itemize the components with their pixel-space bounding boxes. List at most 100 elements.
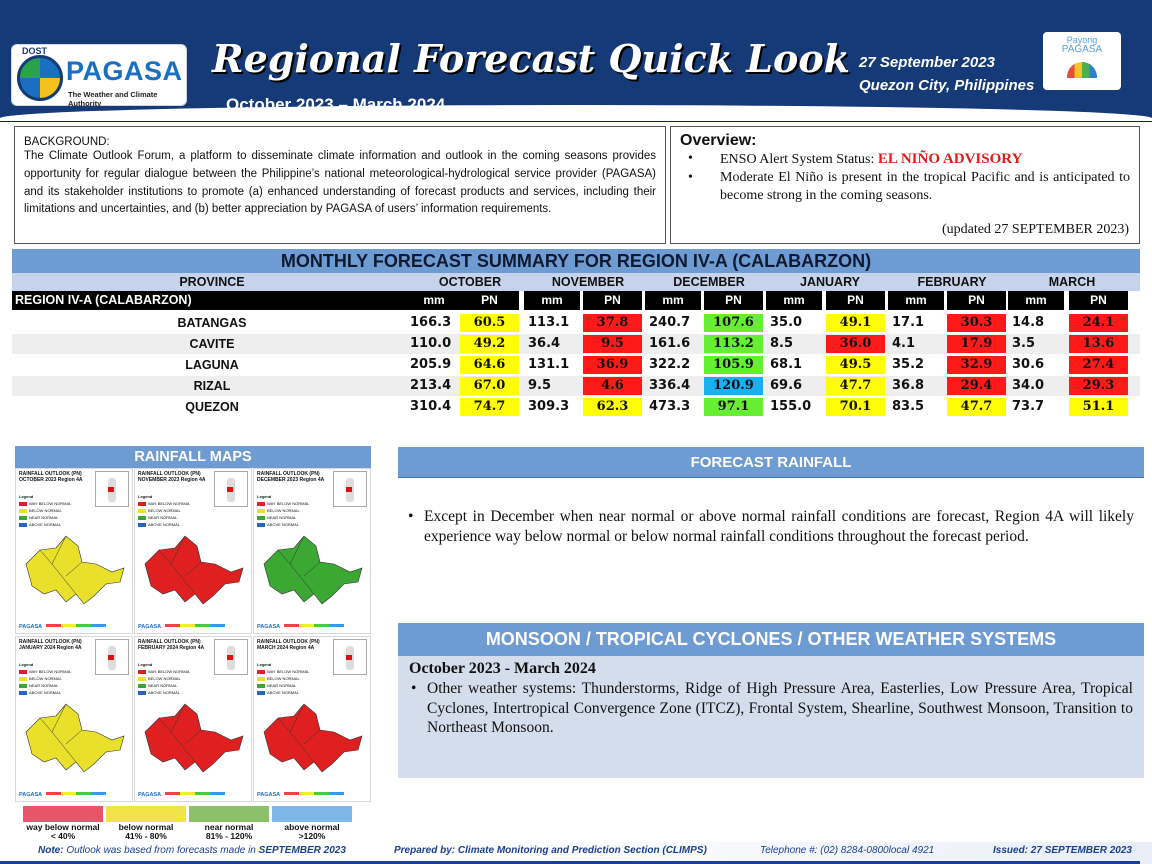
mm-header: mm	[766, 291, 822, 310]
map-title: RAINFALL OUTLOOK (PN) OCTOBER 2023 Regio…	[19, 471, 83, 483]
pn-value: 36.0	[826, 335, 885, 353]
pn-value: 62.3	[583, 398, 642, 416]
map-legend-item: NEAR NORMAL	[257, 514, 309, 521]
page-title: Regional Forecast Quick Look	[212, 36, 851, 81]
legend-swatch	[19, 669, 27, 674]
overview-updated: (updated 27 SEPTEMBER 2023)	[941, 222, 1129, 237]
legend-text: NEAR NORMAL	[29, 683, 59, 688]
logo-name: PAGASA	[66, 56, 183, 86]
legend-text: NEAR NORMAL	[148, 515, 178, 520]
mm-header: mm	[888, 291, 944, 310]
legend-swatch	[257, 515, 265, 520]
mm-value: 83.5	[892, 399, 925, 414]
footer-prepared: Prepared by: Climate Monitoring and Pred…	[394, 845, 707, 856]
map-legend-item: BELOW NORMAL	[138, 675, 190, 682]
payong-pagasa-logo: Payong PAGASA	[1043, 32, 1121, 90]
pn-value: 51.1	[1069, 398, 1128, 416]
footer-bar	[0, 861, 1140, 864]
map-pagasa-logo: PAGASA	[19, 624, 43, 630]
pn-header: PN	[826, 291, 885, 310]
legend-category-range: >120%	[298, 831, 326, 841]
forecast-rainfall-title: FORECAST RAINFALL	[398, 447, 1144, 478]
region-map-shape	[263, 535, 363, 605]
legend-text: NEAR NORMAL	[267, 515, 297, 520]
table-row: CAVITE 110.0 36.4 161.6 8.5 4.1 3.5 49.2 9.5 113.…	[12, 334, 1140, 354]
region-map-shape	[25, 535, 125, 605]
legend-color-swatch	[272, 806, 352, 822]
mm-value: 336.4	[649, 378, 691, 393]
map-legend-item: NEAR NORMAL	[138, 682, 190, 689]
legend-swatch	[257, 683, 265, 688]
province-name: CAVITE	[189, 337, 235, 351]
mm-value: 155.0	[770, 399, 812, 414]
map-scale-bar	[165, 792, 225, 795]
map-scale-bar	[165, 624, 225, 627]
rainfall-legend: way below normal < 40% below normal 41% - 8…	[15, 806, 371, 841]
map-legend: Legend WAY BELOW NORMAL BELOW NORMAL NEAR N…	[138, 493, 190, 528]
rainfall-map[interactable]: RAINFALL OUTLOOK (PN) OCTOBER 2023 Regio…	[15, 468, 133, 634]
map-legend-item: BELOW NORMAL	[257, 507, 309, 514]
legend-category: way below normal < 40%	[17, 823, 109, 841]
monsoon-title: MONSOON / TROPICAL CYCLONES / OTHER WEAT…	[398, 623, 1144, 656]
legend-text: NEAR NORMAL	[29, 515, 59, 520]
mm-value: 17.1	[892, 315, 925, 330]
pn-header: PN	[583, 291, 642, 310]
map-legend-item: ABOVE NORMAL	[138, 521, 190, 528]
map-title: RAINFALL OUTLOOK (PN) NOVEMBER 2023 Regi…	[138, 471, 206, 483]
pn-value: 24.1	[1069, 314, 1128, 332]
issue-place: Quezon City, Philippines	[859, 77, 1035, 94]
pn-value: 113.2	[704, 335, 763, 353]
location-index-inset	[95, 639, 129, 675]
monsoon-text: Other weather systems: Thunderstorms, Ri…	[409, 679, 1133, 738]
rainfall-map[interactable]: RAINFALL OUTLOOK (PN) JANUARY 2024 Regio…	[15, 636, 133, 802]
legend-text: BELOW NORMAL	[148, 508, 181, 513]
monsoon-box: October 2023 - March 2024 Other weather …	[398, 656, 1144, 778]
location-index-inset	[214, 471, 248, 507]
legend-text: ABOVE NORMAL	[148, 522, 181, 527]
legend-text: BELOW NORMAL	[267, 676, 300, 681]
header-swoosh	[0, 105, 1152, 121]
mm-header: mm	[645, 291, 701, 310]
month-header-november: NOVEMBER	[551, 275, 625, 289]
map-legend-label: Legend	[257, 662, 272, 667]
table-subheader: REGION IV-A (CALABARZON) mm PN mm PN mm PN mm P…	[12, 291, 1140, 310]
payong-line2: PAGASA	[1061, 44, 1103, 55]
pn-value: 67.0	[460, 377, 519, 395]
el-nino-item: Moderate El Niño is present in the tropi…	[680, 169, 1130, 205]
background-text: The Climate Outlook Forum, a platform to…	[24, 150, 656, 216]
rainfall-map[interactable]: RAINFALL OUTLOOK (PN) FEBRUARY 2024 Regi…	[134, 636, 252, 802]
mm-value: 35.0	[770, 315, 803, 330]
umbrella-icon	[1067, 62, 1097, 78]
province-name: RIZAL	[193, 379, 231, 393]
legend-swatch	[138, 508, 146, 513]
legend-swatch	[138, 676, 146, 681]
mm-header: mm	[1008, 291, 1064, 310]
rainfall-map[interactable]: RAINFALL OUTLOOK (PN) MARCH 2024 Region …	[253, 636, 371, 802]
legend-swatch	[257, 508, 265, 513]
mm-value: 4.1	[892, 336, 916, 351]
legend-color-swatch	[189, 806, 269, 822]
legend-text: BELOW NORMAL	[29, 676, 62, 681]
rainfall-map[interactable]: RAINFALL OUTLOOK (PN) NOVEMBER 2023 Regi…	[134, 468, 252, 634]
mm-value: 213.4	[410, 378, 452, 393]
legend-category-label: above normal	[284, 822, 340, 832]
region-map-shape	[144, 535, 244, 605]
legend-text: BELOW NORMAL	[29, 508, 62, 513]
legend-swatch	[257, 690, 265, 695]
legend-swatch	[19, 683, 27, 688]
legend-text: BELOW NORMAL	[148, 676, 181, 681]
location-index-inset	[333, 471, 367, 507]
footer-telephone: Telephone #: (02) 8284-0800local 4921	[760, 845, 935, 856]
map-pagasa-logo: PAGASA	[138, 624, 162, 630]
pn-value: 105.9	[704, 356, 763, 374]
legend-text: WAY BELOW NORMAL	[267, 669, 310, 674]
pn-value: 49.2	[460, 335, 519, 353]
monsoon-subtitle: October 2023 - March 2024	[409, 660, 596, 677]
legend-color-swatch	[106, 806, 186, 822]
region-highlight	[227, 655, 233, 660]
region-highlight	[227, 487, 233, 492]
map-legend-item: ABOVE NORMAL	[19, 521, 71, 528]
rainfall-map[interactable]: RAINFALL OUTLOOK (PN) DECEMBER 2023 Regi…	[253, 468, 371, 634]
mm-value: 310.4	[410, 399, 452, 414]
